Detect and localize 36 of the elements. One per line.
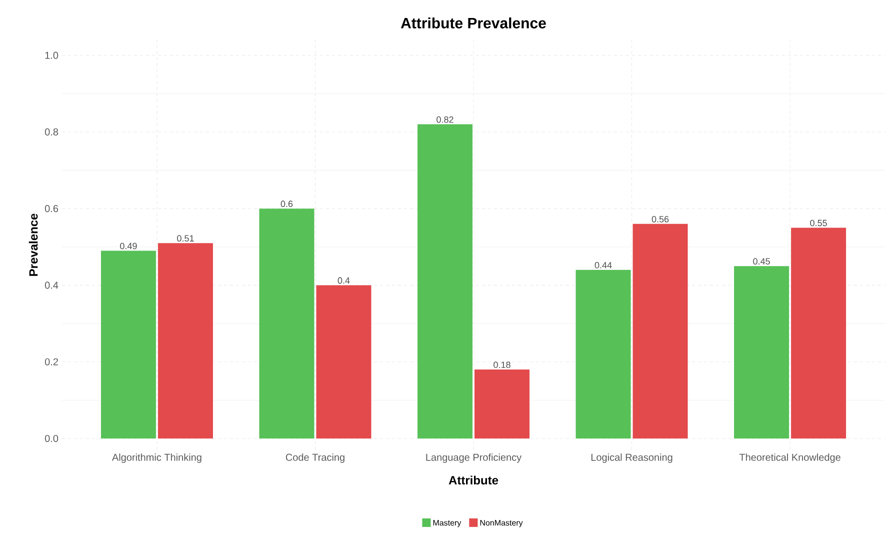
y-tick-label: 0.2 <box>44 358 58 366</box>
bar <box>474 370 530 438</box>
x-tick-label: Code Tracing <box>286 454 344 463</box>
bar <box>791 228 846 438</box>
legend-label: NonMastery <box>480 520 523 528</box>
legend-label: Mastery <box>433 520 462 528</box>
data-label: 0.4 <box>338 277 350 284</box>
y-tick-label: 0.8 <box>44 128 58 136</box>
bar <box>259 208 314 438</box>
bar <box>734 266 790 438</box>
y-axis-title: Prevalence <box>28 214 38 276</box>
data-label: 0.82 <box>436 116 454 123</box>
y-tick-label: 0.0 <box>44 434 58 442</box>
bar <box>632 224 688 438</box>
bar <box>418 124 473 438</box>
x-tick-label: Logical Reasoning <box>591 454 672 463</box>
bar <box>100 250 156 438</box>
data-label: 0.51 <box>177 235 194 242</box>
chart-title: Attribute Prevalence <box>400 17 546 28</box>
data-label: 0.6 <box>280 200 293 208</box>
y-tick-label: 1.0 <box>45 52 58 59</box>
data-label: 0.44 <box>594 262 612 268</box>
x-axis-title: Attribute <box>448 476 498 485</box>
x-tick-label: Theoretical Knowledge <box>739 454 840 463</box>
data-label: 0.55 <box>810 220 827 226</box>
data-label: 0.45 <box>753 258 770 265</box>
bar <box>158 243 213 438</box>
x-tick-label: Algorithmic Thinking <box>112 454 202 463</box>
x-tick-label: Language Proficiency <box>426 454 522 463</box>
y-tick-label: 0.4 <box>44 282 58 289</box>
y-tick-label: 0.6 <box>44 205 58 212</box>
data-label: 0.49 <box>120 242 137 250</box>
data-label: 0.18 <box>494 362 510 368</box>
data-label: 0.56 <box>652 216 669 222</box>
bar <box>576 270 631 438</box>
bar <box>316 285 372 438</box>
